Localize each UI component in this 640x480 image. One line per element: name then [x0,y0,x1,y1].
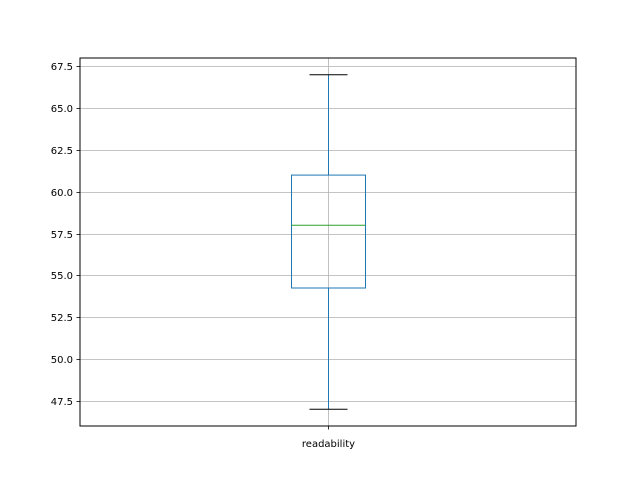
y-tick-label: 52.5 [51,313,73,324]
x-axis: readability [302,426,355,450]
x-tick-label: readability [302,439,355,450]
y-tick-label: 47.5 [51,397,73,408]
y-tick-label: 57.5 [51,230,73,241]
axes-frame [79,57,577,427]
box [291,174,366,289]
y-tick-label: 65.0 [51,104,73,115]
boxes [291,74,366,410]
y-tick-label: 60.0 [51,188,73,199]
y-tick-label: 50.0 [51,355,73,366]
y-tick-label: 55.0 [51,271,73,282]
y-tick-label: 62.5 [51,146,73,157]
y-axis: 47.5 50.0 52.5 55.0 57.5 60.0 62.5 65.0 67.5 [51,62,80,408]
y-tick-label: 67.5 [51,62,73,73]
